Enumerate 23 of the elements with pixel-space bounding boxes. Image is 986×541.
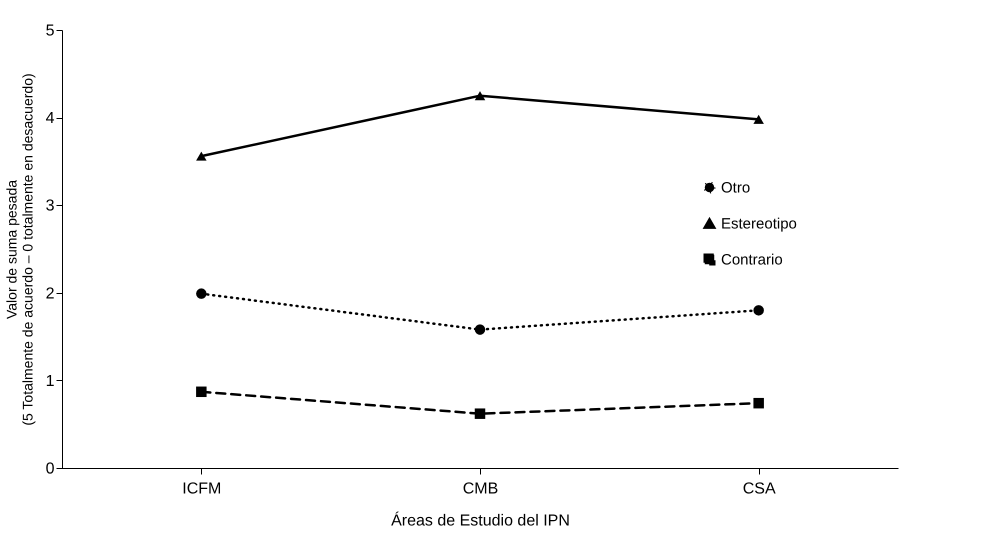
y-axis-title: Valor de suma pesada (5 Totalmente de acuerdo – 0 totalmente en desacuerdo) <box>4 73 36 426</box>
point <box>474 408 486 419</box>
legend-label: Contrario <box>721 252 783 268</box>
point <box>196 152 207 161</box>
y-tick-label: 3 <box>46 198 55 215</box>
y-tick-label: 5 <box>46 22 55 40</box>
legend-label: Otro <box>721 180 750 196</box>
y-tick-label: 1 <box>46 372 55 390</box>
y-tick-label: 4 <box>46 110 55 128</box>
x-axis-title: Áreas de Estudio del IPN <box>391 512 570 530</box>
x-tick-label: ICFM <box>182 480 222 498</box>
y-tick-label: 2 <box>46 285 55 302</box>
point <box>474 324 486 335</box>
point <box>753 305 764 316</box>
x-tick-label: CMB <box>462 480 498 498</box>
y-tick-label: 0 <box>46 460 55 478</box>
legend-label: Estereotipo <box>721 216 797 232</box>
point <box>753 398 764 408</box>
point <box>196 288 207 299</box>
x-tick-label: CSA <box>742 480 776 498</box>
point <box>474 91 486 100</box>
point <box>196 386 207 398</box>
point <box>753 114 764 124</box>
